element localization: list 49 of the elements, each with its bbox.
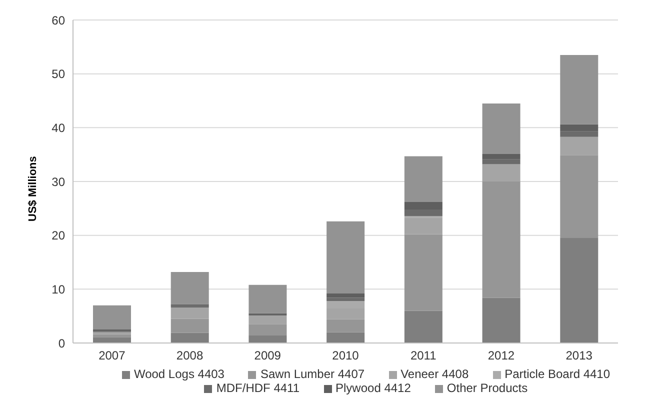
bar bbox=[560, 136, 598, 156]
bar bbox=[170, 318, 209, 333]
y-tick-label: 30 bbox=[52, 174, 66, 189]
x-tick-label: 2012 bbox=[488, 348, 515, 363]
bar bbox=[404, 156, 442, 202]
y-tick-label: 40 bbox=[52, 120, 66, 135]
bar bbox=[482, 164, 520, 182]
bar bbox=[326, 332, 365, 343]
y-tick-label: 10 bbox=[52, 282, 66, 296]
x-tick-label: 2008 bbox=[176, 348, 204, 363]
bar bbox=[482, 103, 520, 154]
legend-label: Sawn Lumber 4407 bbox=[260, 367, 365, 381]
bar bbox=[560, 238, 598, 343]
bar bbox=[404, 234, 442, 311]
bar bbox=[248, 316, 287, 324]
y-tick-label: 20 bbox=[52, 228, 66, 243]
bar bbox=[93, 337, 131, 343]
bar bbox=[560, 155, 598, 238]
legend-label: Other Products bbox=[446, 381, 528, 395]
legend-label: Plywood 4412 bbox=[336, 381, 411, 395]
x-tick-label: 2010 bbox=[332, 348, 360, 363]
x-tick-label: 2011 bbox=[410, 348, 437, 363]
x-tick-label: 2007 bbox=[98, 348, 126, 363]
legend-label: Particle Board 4410 bbox=[504, 367, 610, 381]
legend-label: Wood Logs 4403 bbox=[134, 367, 224, 381]
y-axis-title: US$ Millions bbox=[26, 156, 39, 222]
bar bbox=[170, 332, 209, 343]
bar bbox=[248, 284, 287, 314]
x-tick-label: 2009 bbox=[254, 348, 282, 363]
bar bbox=[170, 307, 209, 319]
bar bbox=[248, 335, 287, 343]
bar bbox=[326, 298, 365, 302]
bar bbox=[404, 310, 442, 343]
bar bbox=[170, 272, 209, 304]
bar bbox=[326, 293, 365, 298]
y-tick-label: 50 bbox=[52, 67, 66, 82]
bar bbox=[482, 298, 520, 343]
legend-label: Veneer 4408 bbox=[400, 367, 469, 381]
y-tick-label: 0 bbox=[58, 336, 66, 350]
bar bbox=[248, 324, 287, 336]
x-tick-label: 2013 bbox=[566, 348, 593, 363]
bar bbox=[326, 221, 365, 294]
bar bbox=[482, 182, 520, 298]
y-tick-label: 60 bbox=[52, 13, 66, 28]
legend-label: MDF/HDF 4411 bbox=[216, 381, 300, 395]
bar bbox=[560, 54, 598, 124]
bar bbox=[93, 305, 131, 330]
bar bbox=[326, 319, 365, 332]
bar bbox=[404, 218, 442, 234]
